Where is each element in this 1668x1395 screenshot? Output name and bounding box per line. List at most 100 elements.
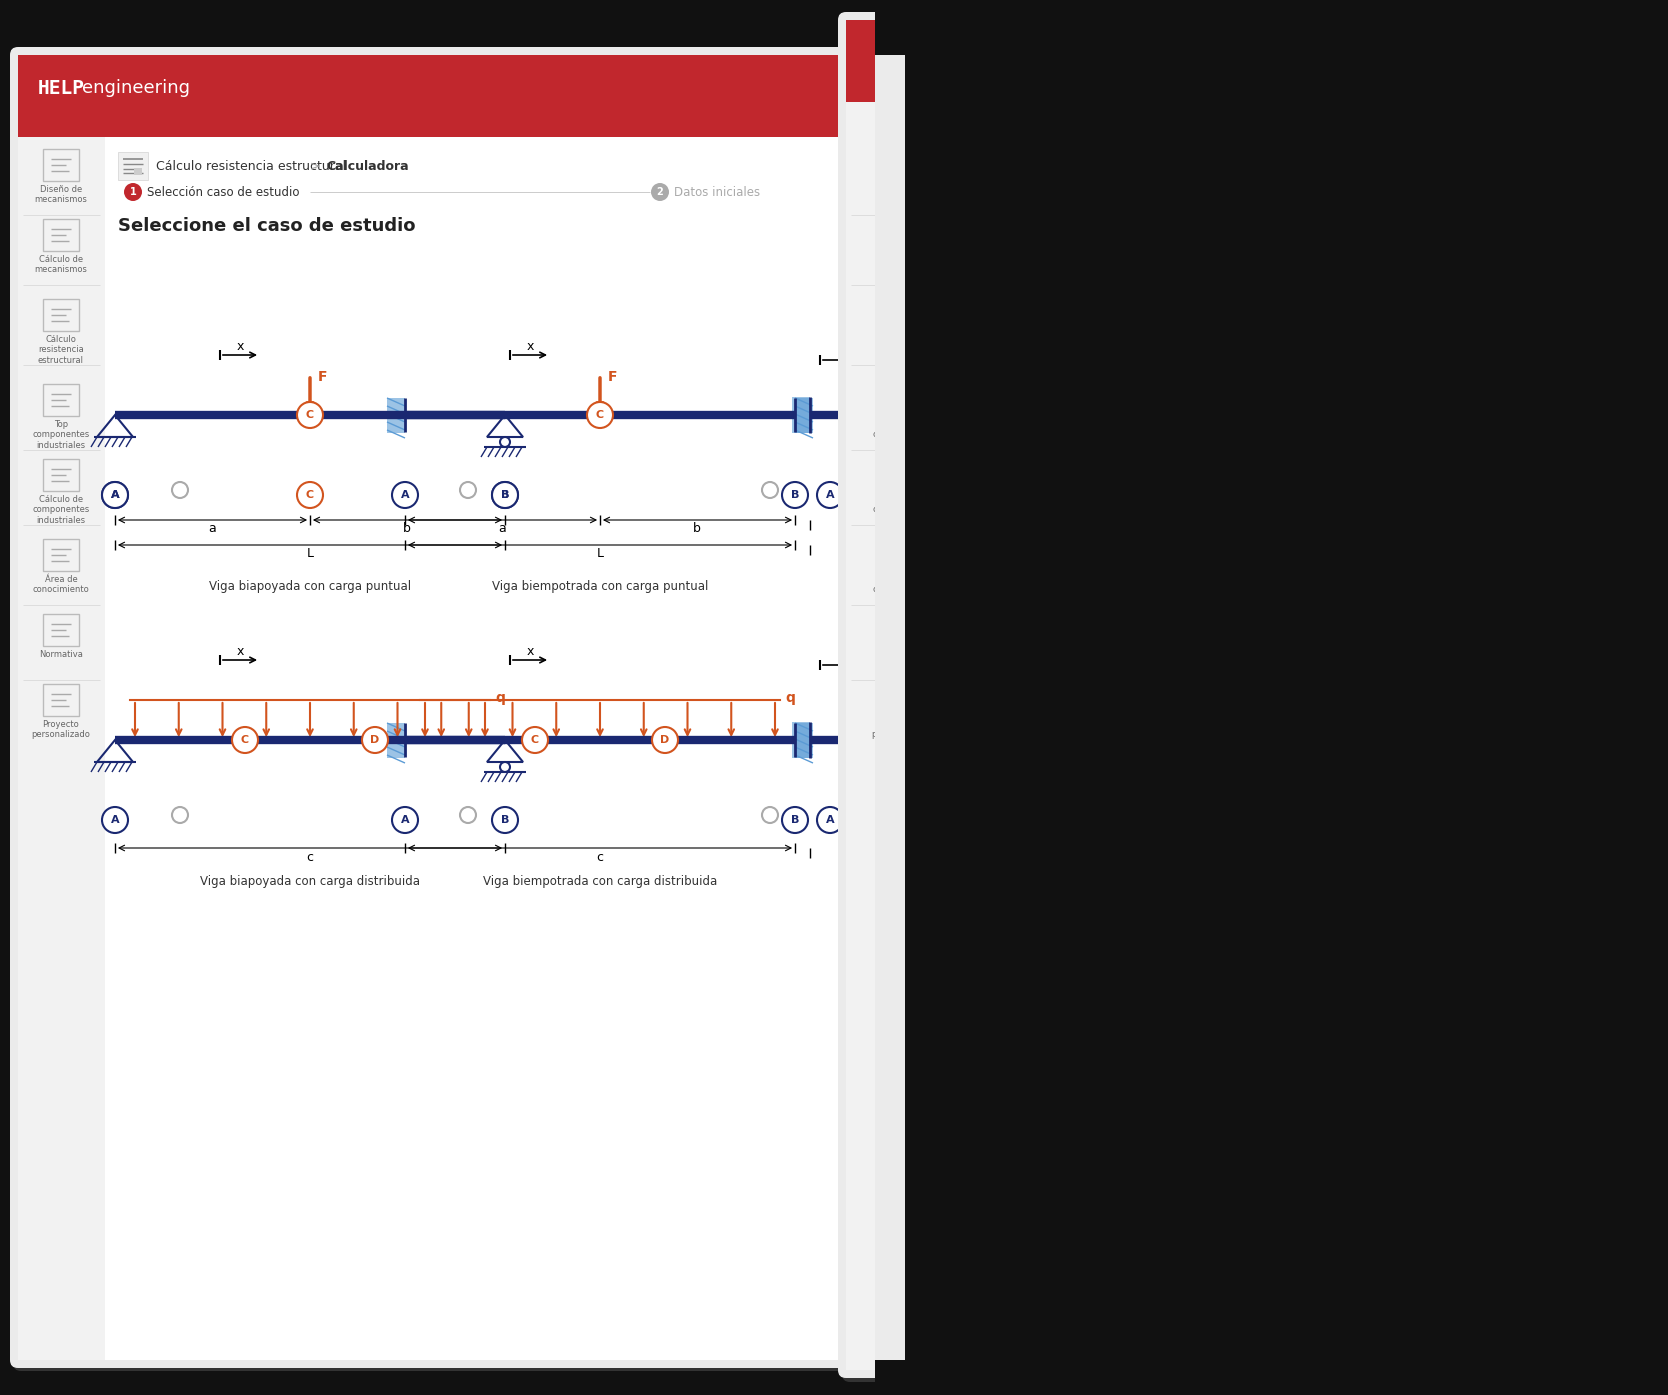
Bar: [977, 167, 987, 174]
Text: Seleccio: Seleccio: [964, 225, 1048, 243]
Circle shape: [297, 402, 324, 428]
Circle shape: [522, 727, 549, 753]
Bar: [43, 459, 78, 491]
Text: D: D: [661, 735, 669, 745]
Text: Cálculo de
mecanismos: Cálculo de mecanismos: [35, 255, 87, 275]
Circle shape: [232, 727, 259, 753]
Text: HELP: HELP: [38, 78, 85, 98]
Bar: [43, 614, 78, 646]
Text: Cálculo
resistencia
estructural: Cálculo resistencia estructural: [38, 335, 83, 365]
Text: x: x: [527, 644, 534, 658]
Bar: [956, 102, 1648, 1370]
Circle shape: [652, 727, 677, 753]
Text: >: >: [310, 159, 320, 173]
Circle shape: [587, 402, 614, 428]
Bar: [387, 723, 405, 757]
Text: Selec: Selec: [982, 194, 1014, 206]
Circle shape: [651, 183, 669, 201]
Text: F: F: [319, 370, 327, 384]
Text: A: A: [400, 490, 409, 499]
FancyBboxPatch shape: [842, 15, 1660, 1382]
Text: A: A: [110, 490, 120, 499]
Circle shape: [492, 483, 519, 508]
Text: D: D: [370, 735, 380, 745]
Text: L: L: [597, 547, 604, 559]
Bar: [882, 614, 919, 646]
Text: 1: 1: [130, 187, 137, 197]
Bar: [43, 299, 78, 331]
Text: C: C: [530, 735, 539, 745]
Bar: [118, 152, 148, 180]
Circle shape: [460, 483, 475, 498]
Text: 2: 2: [657, 187, 664, 197]
Circle shape: [392, 806, 419, 833]
Text: q: q: [786, 691, 796, 704]
Bar: [882, 459, 919, 491]
Bar: [792, 723, 811, 757]
Circle shape: [123, 183, 142, 201]
Text: C: C: [305, 410, 314, 420]
Circle shape: [172, 806, 188, 823]
Text: Viga biapoyada con carga distribuida: Viga biapoyada con carga distribuida: [200, 875, 420, 889]
Text: A: A: [826, 490, 834, 499]
Text: Cálculo
resistencia
estructural: Cálculo resistencia estructural: [877, 335, 924, 365]
Text: Calculadora: Calculadora: [325, 159, 409, 173]
Text: a: a: [208, 522, 215, 536]
FancyBboxPatch shape: [10, 47, 882, 1368]
Text: B: B: [791, 490, 799, 499]
Text: b: b: [694, 522, 701, 536]
Text: C: C: [305, 490, 314, 499]
Text: Área de
conocimiento: Área de conocimiento: [33, 575, 90, 594]
Bar: [882, 299, 919, 331]
Text: Top
componentes
industriales: Top componentes industriales: [32, 420, 90, 449]
Text: L: L: [307, 547, 314, 559]
FancyBboxPatch shape: [13, 50, 886, 1371]
Bar: [846, 102, 956, 1370]
Text: F: F: [609, 370, 617, 384]
Circle shape: [500, 437, 510, 446]
Bar: [882, 149, 919, 181]
Text: B: B: [500, 490, 509, 499]
Text: Cálculo de
componentes
industriales: Cálculo de componentes industriales: [872, 495, 929, 525]
Text: B: B: [500, 815, 509, 824]
Text: Top
componentes
industriales: Top componentes industriales: [872, 420, 929, 449]
Circle shape: [102, 806, 128, 833]
Bar: [882, 219, 919, 251]
Text: Diseño de
mecanismos: Diseño de mecanismos: [874, 186, 927, 205]
Text: Viga biempotrada con carga distribuida: Viga biempotrada con carga distribuida: [482, 875, 717, 889]
Text: engineering: engineering: [82, 80, 190, 98]
Text: Proyecto
personalizado: Proyecto personalizado: [872, 720, 931, 739]
Text: b: b: [404, 522, 410, 536]
Bar: [43, 538, 78, 571]
Bar: [43, 684, 78, 716]
Bar: [882, 384, 919, 416]
Circle shape: [102, 483, 128, 508]
Circle shape: [782, 806, 807, 833]
Bar: [876, 0, 1668, 1395]
Text: C: C: [595, 410, 604, 420]
Text: A: A: [400, 815, 409, 824]
Text: engineering: engineering: [931, 52, 1037, 70]
Text: Cálcu: Cálcu: [1002, 158, 1044, 172]
Text: C: C: [240, 735, 249, 745]
Text: Normativa: Normativa: [38, 650, 83, 658]
Bar: [43, 219, 78, 251]
Circle shape: [817, 806, 842, 833]
Text: HELP: HELP: [886, 52, 932, 71]
Text: A: A: [110, 815, 120, 824]
Bar: [43, 384, 78, 416]
Text: Seleccione el caso de estudio: Seleccione el caso de estudio: [118, 218, 415, 234]
Bar: [133, 167, 142, 174]
Text: Cálculo resistencia estructural: Cálculo resistencia estructural: [157, 159, 347, 173]
Text: x: x: [237, 644, 244, 658]
Text: Cálculo de
mecanismos: Cálculo de mecanismos: [874, 255, 927, 275]
Circle shape: [492, 806, 519, 833]
Bar: [876, 54, 906, 1360]
Text: Viga biapoyada con carga puntual: Viga biapoyada con carga puntual: [208, 580, 410, 593]
Text: 1: 1: [966, 195, 972, 205]
Bar: [43, 149, 78, 181]
Bar: [796, 398, 812, 432]
Bar: [792, 398, 811, 432]
Circle shape: [782, 483, 807, 508]
Circle shape: [172, 483, 188, 498]
